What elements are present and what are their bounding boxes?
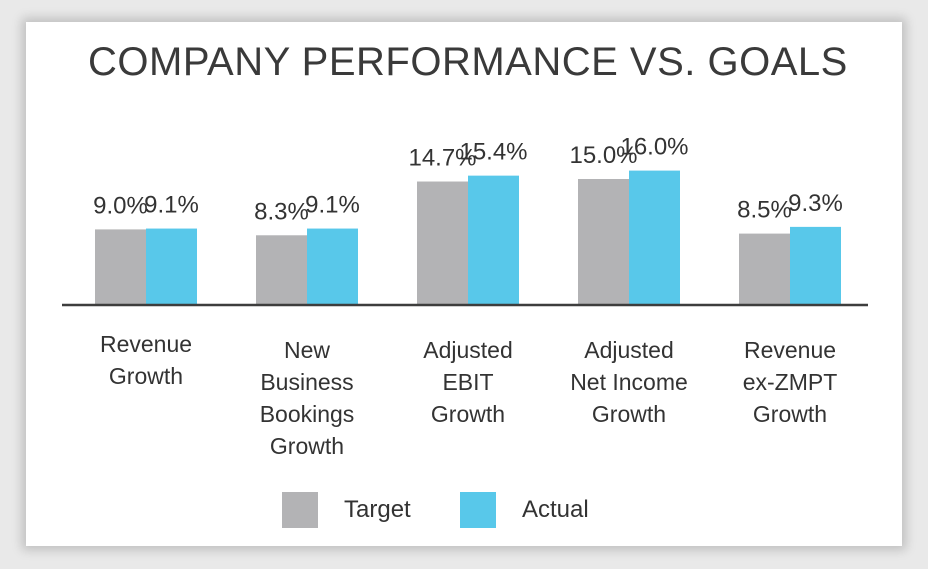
bar-target-revenue-growth (95, 229, 146, 305)
bar-target-adjusted-ebit-growth (417, 181, 468, 305)
bar-actual-revenue-ex-zmpt-growth (790, 226, 841, 305)
legend-label-target: Target (344, 496, 411, 523)
bar-target-new-business-bookings-growth (256, 235, 307, 305)
value-label-actual-revenue-ex-zmpt-growth: 9.3% (788, 190, 843, 217)
bar-actual-new-business-bookings-growth (307, 228, 358, 305)
value-label-actual-revenue-growth: 9.1% (144, 192, 199, 219)
category-label-adjusted-ebit-growth: Adjusted EBIT Growth (423, 337, 513, 427)
chart-card: COMPANY PERFORMANCE VS. GOALS 9.0% 9.1% 8.… (26, 22, 902, 546)
legend-swatch-actual (460, 492, 496, 528)
bar-actual-revenue-growth (146, 228, 197, 305)
value-label-actual-adjusted-ebit-growth: 15.4% (459, 139, 527, 166)
value-label-target-adjusted-net-income-growth: 15.0% (569, 142, 637, 169)
category-label-adjusted-net-income-growth: Adjusted Net Income Growth (570, 337, 688, 427)
value-label-target-new-business-bookings-growth: 8.3% (254, 198, 309, 225)
category-label-revenue-ex-zmpt-growth: Revenue ex-ZMPT Growth (742, 337, 838, 427)
value-label-target-revenue-growth: 9.0% (93, 192, 148, 219)
bar-chart: 9.0%9.1% 8.3%9.1%14.7%15.4% 15.0%16.0%8.5%… (62, 134, 868, 307)
value-label-target-revenue-ex-zmpt-growth: 8.5% (737, 197, 792, 224)
legend-label-actual: Actual (522, 496, 589, 523)
category-label-revenue-growth: Revenue Growth (99, 331, 193, 389)
value-labels-layer: 9.0%9.1% 8.3%9.1%14.7%15.4% 15.0%16.0%8.5%… (93, 134, 843, 226)
value-label-actual-new-business-bookings-growth: 9.1% (305, 192, 360, 219)
bar-target-revenue-ex-zmpt-growth (739, 233, 790, 305)
legend-swatch-target (282, 492, 318, 528)
bar-actual-adjusted-ebit-growth (468, 175, 519, 305)
bar-target-adjusted-net-income-growth (578, 179, 629, 305)
value-label-actual-adjusted-net-income-growth: 16.0% (620, 134, 688, 161)
value-label-target-adjusted-ebit-growth: 14.7% (408, 145, 476, 172)
category-label-new-business-bookings-growth: New Business Bookings Growth (259, 337, 355, 459)
bars-layer (95, 170, 841, 305)
chart-title: COMPANY PERFORMANCE VS. GOALS (88, 40, 848, 84)
bar-actual-adjusted-net-income-growth (629, 170, 680, 305)
